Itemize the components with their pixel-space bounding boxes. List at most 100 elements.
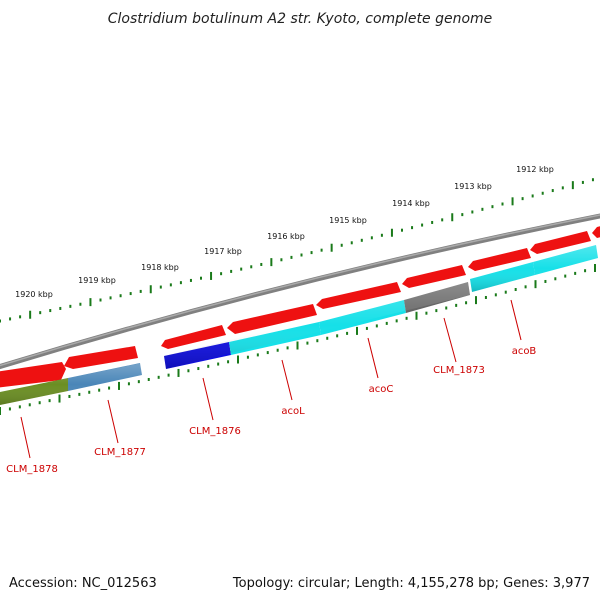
- minor-tick: [326, 336, 329, 340]
- label-leader-line: [510, 299, 522, 341]
- major-tick: [0, 407, 1, 415]
- minor-tick: [8, 407, 11, 411]
- gene-feature[interactable]: [402, 265, 466, 288]
- minor-tick: [98, 388, 101, 392]
- minor-tick: [167, 373, 170, 377]
- inner-tick-ring: [0, 264, 596, 415]
- major-tick: [149, 285, 152, 294]
- minor-tick: [280, 258, 283, 262]
- kbp-label: 1917 kbp: [204, 247, 242, 256]
- gene-feature[interactable]: [0, 362, 66, 388]
- gene-labels: acoB CLM_1873 acoC acoL CLM_1876 CLM_1877 CLM_…: [6, 299, 537, 475]
- minor-tick: [28, 403, 31, 407]
- minor-tick: [189, 278, 192, 282]
- accession-text: Accession: NC_012563: [9, 576, 157, 591]
- major-tick: [571, 181, 574, 190]
- minor-tick: [119, 294, 122, 298]
- minor-tick: [346, 331, 349, 335]
- minor-tick: [217, 362, 220, 366]
- minor-tick: [541, 191, 544, 195]
- kbp-label: 1913 kbp: [454, 182, 492, 191]
- minor-tick: [179, 281, 182, 285]
- minor-tick: [187, 369, 190, 373]
- gene-label[interactable]: acoB: [512, 346, 537, 357]
- minor-tick: [129, 292, 132, 296]
- minor-tick: [350, 241, 353, 245]
- major-tick: [534, 280, 537, 289]
- minor-tick: [246, 355, 249, 359]
- minor-tick: [380, 233, 383, 237]
- major-tick: [177, 368, 180, 377]
- kbp-label: 1918 kbp: [141, 263, 179, 272]
- minor-tick: [581, 180, 584, 184]
- minor-tick: [514, 288, 517, 292]
- gene-label[interactable]: CLM_1878: [6, 464, 58, 475]
- minor-tick: [591, 178, 594, 182]
- minor-tick: [109, 296, 112, 300]
- label-leader-line: [281, 359, 293, 401]
- minor-tick: [395, 319, 398, 323]
- label-leader-line: [202, 377, 214, 421]
- gene-label[interactable]: CLM_1876: [189, 426, 241, 437]
- kbp-label: 1912 kbp: [516, 165, 554, 174]
- minor-tick: [18, 405, 21, 409]
- kbp-label: 1916 kbp: [267, 232, 305, 241]
- gene-feature[interactable]: [161, 325, 226, 349]
- minor-tick: [554, 277, 557, 281]
- gene-label[interactable]: CLM_1873: [433, 365, 485, 376]
- gene-feature[interactable]: [468, 248, 531, 271]
- major-tick: [58, 394, 61, 403]
- gene-feature[interactable]: [227, 304, 317, 334]
- minor-tick: [461, 213, 464, 217]
- gene-feature[interactable]: [316, 282, 401, 309]
- minor-tick: [147, 377, 150, 381]
- minor-tick: [501, 202, 504, 206]
- minor-tick: [365, 326, 368, 330]
- minor-tick: [286, 346, 289, 350]
- minor-tick: [370, 236, 373, 240]
- minor-tick: [494, 293, 497, 297]
- gene-feature[interactable]: [64, 346, 138, 369]
- minor-tick: [200, 276, 202, 280]
- major-tick: [475, 296, 477, 305]
- gene-feature[interactable]: [592, 225, 600, 238]
- minor-tick: [471, 210, 474, 214]
- gene-label[interactable]: acoL: [281, 406, 305, 417]
- minor-tick: [340, 243, 343, 247]
- gene-feature[interactable]: [530, 231, 591, 254]
- scale-labels: 1912 kbp 1913 kbp 1914 kbp 1915 kbp 1916 kbp…: [15, 165, 554, 299]
- minor-tick: [401, 228, 403, 232]
- minor-tick: [551, 189, 554, 193]
- kbp-label: 1914 kbp: [392, 199, 430, 208]
- minor-tick: [79, 302, 82, 306]
- minor-tick: [137, 380, 140, 384]
- genome-backbone: [0, 213, 600, 370]
- minor-tick: [0, 319, 1, 323]
- minor-tick: [336, 334, 339, 338]
- minor-tick: [108, 386, 111, 390]
- major-tick: [89, 298, 92, 307]
- gene-label[interactable]: acoC: [369, 384, 394, 395]
- major-tick: [594, 264, 596, 272]
- scale-ring: [0, 178, 594, 323]
- minor-tick: [276, 348, 279, 352]
- minor-tick: [375, 324, 378, 328]
- minor-tick: [411, 226, 414, 230]
- minor-tick: [88, 390, 91, 394]
- minor-tick: [425, 311, 428, 315]
- minor-tick: [169, 283, 172, 287]
- label-leader-line: [367, 337, 379, 379]
- minor-tick: [465, 301, 468, 305]
- gene-label[interactable]: CLM_1877: [94, 447, 146, 458]
- genome-summary-text: Topology: circular; Length: 4,155,278 bp…: [232, 576, 590, 591]
- minor-tick: [574, 271, 577, 275]
- minor-tick: [435, 309, 438, 313]
- minor-tick: [227, 360, 230, 364]
- minor-tick: [306, 341, 309, 345]
- major-tick: [270, 258, 273, 267]
- label-leader-line: [107, 399, 119, 444]
- major-tick: [390, 228, 393, 237]
- minor-tick: [220, 272, 223, 276]
- minor-tick: [69, 304, 72, 308]
